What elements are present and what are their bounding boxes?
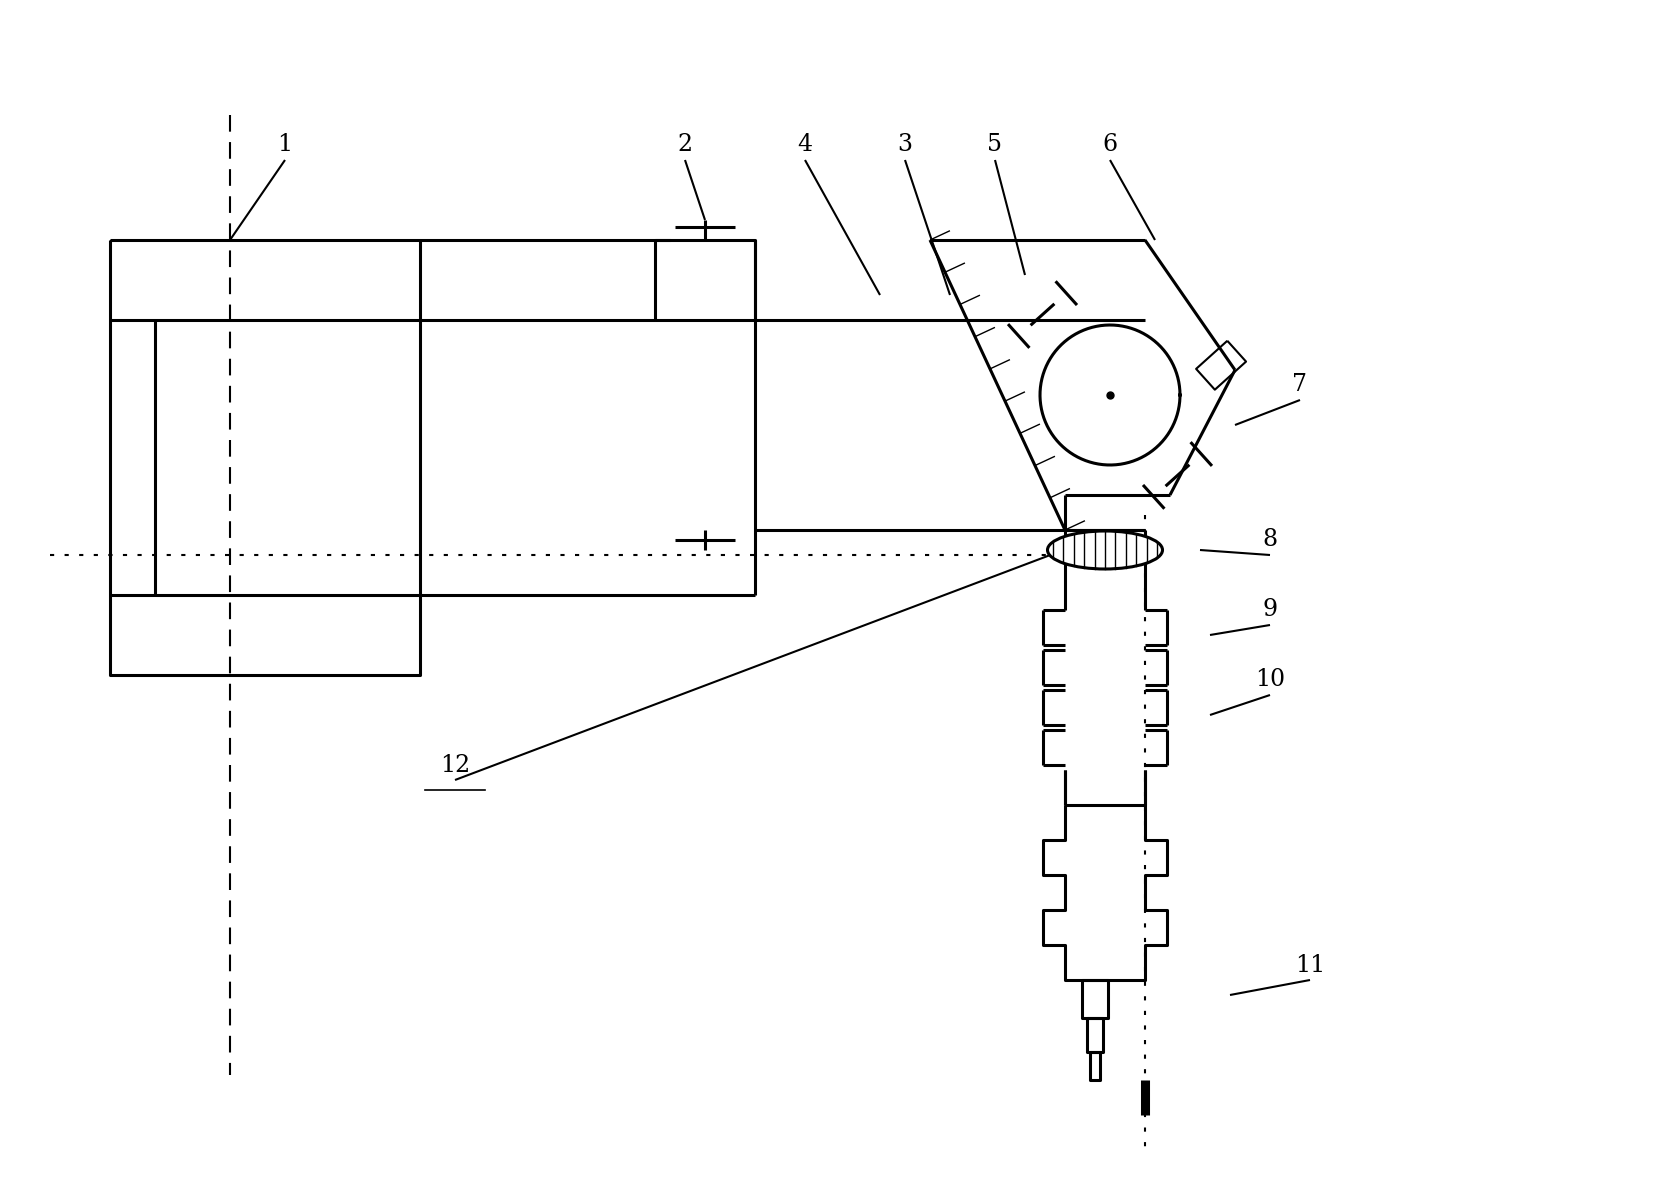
Ellipse shape bbox=[1047, 531, 1162, 569]
Text: 10: 10 bbox=[1255, 668, 1285, 692]
Text: 2: 2 bbox=[677, 134, 692, 157]
Text: 4: 4 bbox=[797, 134, 812, 157]
Text: 1: 1 bbox=[277, 134, 293, 157]
Text: 12: 12 bbox=[440, 754, 470, 777]
Text: 11: 11 bbox=[1295, 954, 1325, 976]
Text: 8: 8 bbox=[1262, 528, 1277, 552]
Text: 3: 3 bbox=[897, 134, 912, 157]
Text: 7: 7 bbox=[1292, 374, 1307, 397]
Text: 5: 5 bbox=[987, 134, 1002, 157]
Text: 9: 9 bbox=[1262, 599, 1277, 621]
Text: 6: 6 bbox=[1102, 134, 1117, 157]
